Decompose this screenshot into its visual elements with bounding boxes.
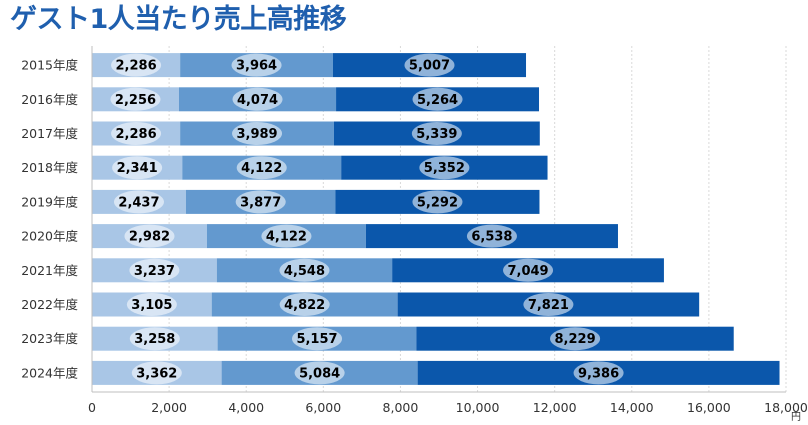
data-label: 3,258 xyxy=(134,332,175,347)
data-label: 3,964 xyxy=(236,59,277,74)
chart-title: ゲスト1人当たり売上高推移 xyxy=(10,4,347,35)
data-label: 5,157 xyxy=(296,332,337,347)
data-label-bubble xyxy=(232,87,283,111)
x-tick-label: 16,000 xyxy=(687,400,731,415)
data-label: 9,386 xyxy=(578,366,619,381)
data-label: 4,074 xyxy=(237,93,278,108)
data-label: 5,264 xyxy=(417,93,458,108)
data-label-bubble xyxy=(412,87,463,111)
data-label-bubble xyxy=(411,122,462,145)
data-label: 6,538 xyxy=(471,230,512,245)
data-label-bubble xyxy=(112,156,163,180)
data-label: 7,821 xyxy=(528,298,569,313)
category-label: 2024年度 xyxy=(21,365,78,380)
data-label-bubble xyxy=(129,327,180,351)
x-tick-label: 10,000 xyxy=(456,400,500,415)
data-label: 4,822 xyxy=(284,298,325,313)
data-label-bubble xyxy=(466,224,517,248)
data-label-bubble xyxy=(419,156,470,180)
category-label: 2023年度 xyxy=(21,331,78,346)
data-label-bubble xyxy=(294,361,345,385)
data-label-bubble xyxy=(131,361,182,385)
data-label: 5,339 xyxy=(416,127,457,142)
x-tick-label: 18,000 xyxy=(764,400,808,415)
data-label: 2,256 xyxy=(115,93,156,108)
data-label: 5,084 xyxy=(299,366,340,381)
data-label: 4,122 xyxy=(241,161,282,176)
data-labels: 2,286 3,964 5,007 2,256 4,074 5,264 2,286 3,989… xyxy=(110,53,624,385)
data-label-bubble xyxy=(129,258,180,282)
data-label-bubble xyxy=(404,53,455,77)
category-label: 2015年度 xyxy=(21,58,78,73)
x-tick-label: 0 xyxy=(88,400,96,415)
category-label: 2016年度 xyxy=(21,92,78,107)
category-label: 2017年度 xyxy=(21,126,78,141)
category-label: 2022年度 xyxy=(21,297,78,312)
data-label-bubble xyxy=(550,327,601,351)
axes: 0 2,000 4,000 6,000 8,000 10,000 12,000 14,000 1… xyxy=(21,46,808,423)
data-label: 2,437 xyxy=(118,195,159,210)
data-label-bubble xyxy=(235,190,286,214)
data-label-bubble xyxy=(126,293,177,316)
data-label-bubble xyxy=(292,327,343,351)
data-label-bubble xyxy=(110,87,161,111)
data-label-bubble xyxy=(111,122,162,145)
x-tick-label: 8,000 xyxy=(383,400,419,415)
data-label: 4,548 xyxy=(284,264,325,279)
data-label: 3,105 xyxy=(131,298,172,313)
data-label: 5,292 xyxy=(417,195,458,210)
category-label: 2021年度 xyxy=(21,263,78,278)
data-label: 8,229 xyxy=(555,332,596,347)
x-tick-label: 12,000 xyxy=(533,400,577,415)
data-label: 5,007 xyxy=(409,59,450,74)
data-label: 2,286 xyxy=(116,127,157,142)
data-label-bubble xyxy=(113,190,164,214)
data-label: 5,352 xyxy=(424,161,465,176)
data-label: 2,341 xyxy=(117,161,158,176)
data-label: 3,989 xyxy=(236,127,277,142)
data-label-bubble xyxy=(279,258,330,282)
data-label-bubble xyxy=(124,224,175,248)
category-label: 2019年度 xyxy=(21,194,78,209)
data-label: 4,122 xyxy=(266,230,307,245)
data-label: 2,982 xyxy=(129,230,170,245)
data-label-bubble xyxy=(279,293,330,316)
data-label: 7,049 xyxy=(507,264,548,279)
data-label-bubble xyxy=(412,190,463,214)
category-label: 2020年度 xyxy=(21,229,78,244)
x-tick-label: 2,000 xyxy=(151,400,187,415)
data-label: 3,237 xyxy=(134,264,175,279)
data-label: 2,286 xyxy=(116,59,157,74)
data-label-bubble xyxy=(111,53,162,77)
x-tick-label: 4,000 xyxy=(228,400,264,415)
data-label-bubble xyxy=(231,53,282,77)
data-label-bubble xyxy=(236,156,287,180)
x-axis-unit: 円 xyxy=(791,412,801,423)
data-label-bubble xyxy=(573,361,624,385)
data-label-bubble xyxy=(503,258,554,282)
data-label-bubble xyxy=(261,224,312,248)
data-label: 3,877 xyxy=(240,195,281,210)
data-label-bubble xyxy=(232,122,283,145)
x-tick-label: 14,000 xyxy=(610,400,654,415)
category-label: 2018年度 xyxy=(21,160,78,175)
x-tick-label: 6,000 xyxy=(305,400,341,415)
data-label-bubble xyxy=(523,293,574,316)
data-label: 3,362 xyxy=(136,366,177,381)
